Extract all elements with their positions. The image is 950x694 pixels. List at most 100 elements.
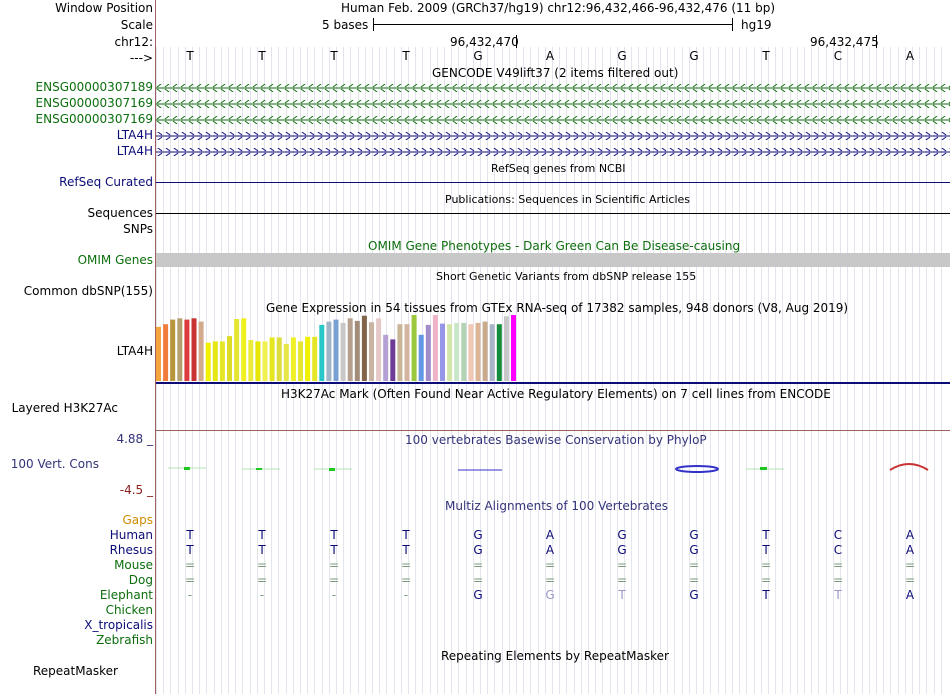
species-mouse[interactable]: Mouse xyxy=(114,558,153,572)
gtex-bar[interactable] xyxy=(305,336,311,381)
alignment-base: T xyxy=(762,543,770,557)
gtex-bar[interactable] xyxy=(177,318,183,381)
species-zebrafish[interactable]: Zebrafish xyxy=(96,633,153,647)
gencode-title[interactable]: GENCODE V49lift37 (2 items filtered out) xyxy=(432,66,679,80)
species-elephant[interactable]: Elephant xyxy=(99,588,153,602)
species-chicken[interactable]: Chicken xyxy=(105,603,153,617)
gtex-bar[interactable] xyxy=(184,319,190,381)
gtex-bar[interactable] xyxy=(383,334,389,381)
sequences-line[interactable] xyxy=(156,213,950,214)
phylop-title[interactable]: 100 vertebrates Basewise Conservation by… xyxy=(405,433,707,447)
gtex-bar[interactable] xyxy=(489,324,495,381)
gencode-gene-lines[interactable] xyxy=(156,80,950,160)
gtex-bar[interactable] xyxy=(425,324,431,381)
gtex-bar[interactable] xyxy=(390,339,396,381)
gtex-bar[interactable] xyxy=(354,320,360,381)
gtex-bar[interactable] xyxy=(212,341,218,381)
omim-title[interactable]: OMIM Gene Phenotypes - Dark Green Can Be… xyxy=(368,239,741,253)
gene-label-5[interactable]: LTA4H xyxy=(116,144,153,158)
omim-label[interactable]: OMIM Genes xyxy=(77,253,153,267)
gtex-bar[interactable] xyxy=(326,321,332,381)
gtex-bar[interactable] xyxy=(503,316,509,381)
track-area[interactable]: Human Feb. 2009 (GRCh37/hg19) chr12:96,4… xyxy=(156,0,950,694)
gtex-bar[interactable] xyxy=(454,322,460,381)
gtex-bar[interactable] xyxy=(241,318,247,381)
gtex-bar[interactable] xyxy=(468,324,474,381)
refseq-label[interactable]: RefSeq Curated xyxy=(59,175,153,189)
gtex-bar[interactable] xyxy=(276,337,282,381)
gtex-bar[interactable] xyxy=(255,341,261,381)
species-dog[interactable]: Dog xyxy=(128,573,153,587)
gtex-bar[interactable] xyxy=(511,315,516,381)
gtex-title[interactable]: Gene Expression in 54 tissues from GTEx … xyxy=(266,301,849,315)
gene-label-1[interactable]: ENSG00000307189 xyxy=(35,80,153,94)
gtex-bar[interactable] xyxy=(219,341,225,381)
gridline xyxy=(919,47,921,694)
refseq-gene-line[interactable] xyxy=(156,182,950,183)
gtex-bar[interactable] xyxy=(404,324,410,381)
coord-label-1: 96,432,470 xyxy=(450,35,519,49)
gtex-label[interactable]: LTA4H xyxy=(116,344,153,358)
gtex-bar[interactable] xyxy=(198,321,204,381)
gtex-bar[interactable] xyxy=(418,334,424,381)
gtex-bar[interactable] xyxy=(290,337,296,381)
strand-label[interactable]: ---> xyxy=(129,51,153,65)
refseq-title[interactable]: RefSeq genes from NCBI xyxy=(491,162,626,175)
gtex-bar[interactable] xyxy=(191,318,197,381)
gtex-bar[interactable] xyxy=(170,319,176,381)
gtex-bar[interactable] xyxy=(340,322,346,381)
repeatmasker-label[interactable]: RepeatMasker xyxy=(32,664,118,678)
gtex-bar[interactable] xyxy=(227,336,232,381)
dbsnp-title[interactable]: Short Genetic Variants from dbSNP releas… xyxy=(436,270,697,283)
gtex-bar[interactable] xyxy=(269,337,275,381)
multiz-title[interactable]: Multiz Alignments of 100 Vertebrates xyxy=(445,499,669,513)
scale-label[interactable]: Scale xyxy=(120,18,153,32)
gtex-bar[interactable] xyxy=(482,321,488,381)
gtex-bar[interactable] xyxy=(361,315,367,381)
gaps-label[interactable]: Gaps xyxy=(122,513,153,527)
gtex-bar[interactable] xyxy=(156,326,161,381)
h3k27ac-title[interactable]: H3K27Ac Mark (Often Found Near Active Re… xyxy=(281,387,831,401)
gtex-bar[interactable] xyxy=(283,344,289,381)
gtex-bar[interactable] xyxy=(440,323,445,381)
gtex-bar[interactable] xyxy=(461,322,467,381)
species-rhesus[interactable]: Rhesus xyxy=(109,543,153,557)
gtex-bar[interactable] xyxy=(347,318,353,381)
publications-title[interactable]: Publications: Sequences in Scientific Ar… xyxy=(445,193,690,206)
species-xtropicalis[interactable]: X_tropicalis xyxy=(84,618,153,632)
snps-label[interactable]: SNPs xyxy=(123,222,153,236)
gtex-bar[interactable] xyxy=(312,336,318,381)
gene-label-4[interactable]: LTA4H xyxy=(116,128,153,142)
repeatmasker-title[interactable]: Repeating Elements by RepeatMasker xyxy=(441,649,669,663)
gtex-bar[interactable] xyxy=(397,324,403,381)
gtex-bar[interactable] xyxy=(369,322,374,381)
gtex-bar[interactable] xyxy=(248,340,254,381)
gtex-bar[interactable] xyxy=(432,315,438,381)
gtex-bar[interactable] xyxy=(411,315,417,381)
gtex-bar[interactable] xyxy=(376,318,382,381)
gtex-bar[interactable] xyxy=(319,324,325,381)
gtex-bar[interactable] xyxy=(262,341,268,381)
chrom-label[interactable]: chr12: xyxy=(114,35,153,49)
gene-label-3[interactable]: ENSG00000307169 xyxy=(35,112,153,126)
gtex-bar[interactable] xyxy=(447,324,453,381)
gtex-bar-chart[interactable] xyxy=(156,314,950,386)
gtex-bar[interactable] xyxy=(234,319,240,381)
dbsnp-label[interactable]: Common dbSNP(155) xyxy=(23,284,153,298)
window-position-label[interactable]: Window Position xyxy=(55,1,153,15)
phylop-label[interactable]: 100 Vert. Cons xyxy=(10,457,99,471)
sequences-label[interactable]: Sequences xyxy=(87,206,153,220)
species-human[interactable]: Human xyxy=(109,528,153,542)
phylop-mark-1 xyxy=(184,467,190,470)
phylop-graph[interactable] xyxy=(156,450,950,490)
omim-gene-bar[interactable] xyxy=(156,253,950,267)
alignment-base: T xyxy=(186,543,194,557)
gene-label-2[interactable]: ENSG00000307169 xyxy=(35,96,153,110)
gtex-bar[interactable] xyxy=(205,342,211,381)
gtex-bar[interactable] xyxy=(333,319,339,381)
gtex-bar[interactable] xyxy=(496,324,502,381)
gtex-bar[interactable] xyxy=(163,324,169,381)
h3k27ac-label[interactable]: Layered H3K27Ac xyxy=(11,401,118,415)
gtex-bar[interactable] xyxy=(475,322,481,381)
gtex-bar[interactable] xyxy=(298,341,303,381)
